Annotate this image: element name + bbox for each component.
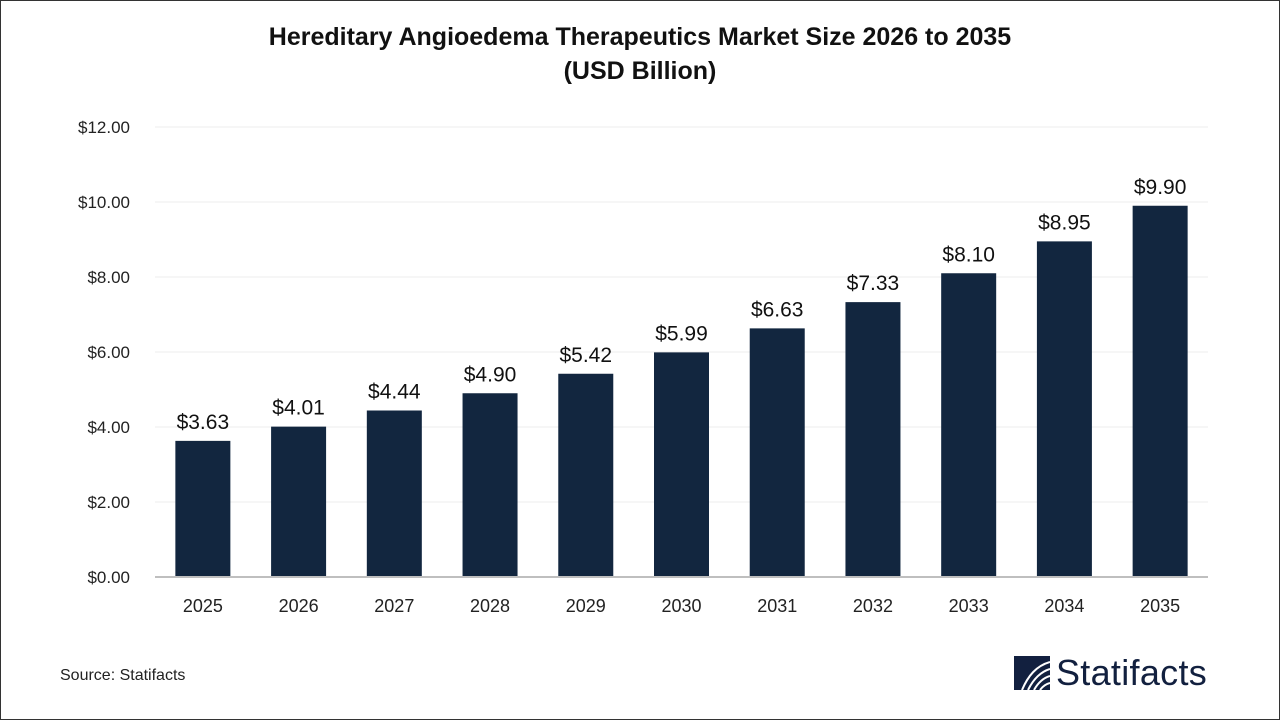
x-tick-label: 2030 [661, 596, 701, 616]
data-label: $4.90 [464, 363, 517, 386]
data-label: $8.10 [942, 243, 995, 266]
x-tick-label: 2034 [1044, 596, 1084, 616]
chart-title-line1: Hereditary Angioedema Therapeutics Marke… [268, 23, 1012, 51]
x-tick-label: 2029 [566, 596, 606, 616]
y-tick-label: $4.00 [87, 418, 130, 437]
bar-2033 [941, 273, 997, 577]
x-tick-label: 2031 [757, 596, 797, 616]
y-tick-label: $10.00 [78, 193, 130, 212]
data-label: $5.99 [655, 322, 708, 345]
data-label: $9.90 [1134, 176, 1187, 199]
x-tick-label: 2027 [374, 596, 414, 616]
chart-title: Hereditary Angioedema Therapeutics Marke… [0, 20, 1280, 88]
y-tick-label: $6.00 [87, 343, 130, 362]
data-label: $6.63 [751, 298, 804, 321]
x-tick-label: 2032 [853, 596, 893, 616]
y-tick-label: $12.00 [78, 118, 130, 137]
bar-2028 [462, 393, 518, 577]
data-label: $8.95 [1038, 211, 1091, 234]
bar-2034 [1036, 241, 1092, 577]
bar-2030 [654, 352, 709, 577]
bar-2027 [366, 410, 422, 577]
x-tick-label: 2025 [183, 596, 223, 616]
chart-title-line2: (USD Billion) [563, 57, 717, 85]
statifacts-logo-icon [1014, 656, 1050, 690]
bar-2026 [271, 426, 327, 577]
data-label: $4.01 [272, 397, 325, 420]
bar-2035 [1132, 205, 1188, 577]
data-label: $4.44 [368, 381, 421, 404]
y-tick-label: $2.00 [87, 493, 130, 512]
bar-2029 [558, 373, 614, 577]
bar-2031 [749, 328, 805, 577]
y-tick-label: $8.00 [87, 268, 130, 287]
x-tick-label: 2035 [1140, 596, 1180, 616]
source-note: Source: Statifacts [60, 667, 186, 684]
x-tick-label: 2026 [279, 596, 319, 616]
data-label: $5.42 [559, 344, 612, 367]
data-label: $7.33 [847, 272, 900, 295]
statifacts-logo: Statifacts [1014, 652, 1207, 694]
bar-2025 [175, 440, 231, 577]
x-tick-label: 2028 [470, 596, 510, 616]
bar-2032 [845, 302, 901, 577]
y-tick-label: $0.00 [87, 568, 130, 587]
logo-text: Statifacts [1056, 652, 1208, 693]
data-label: $3.63 [177, 411, 230, 434]
x-tick-label: 2033 [949, 596, 989, 616]
